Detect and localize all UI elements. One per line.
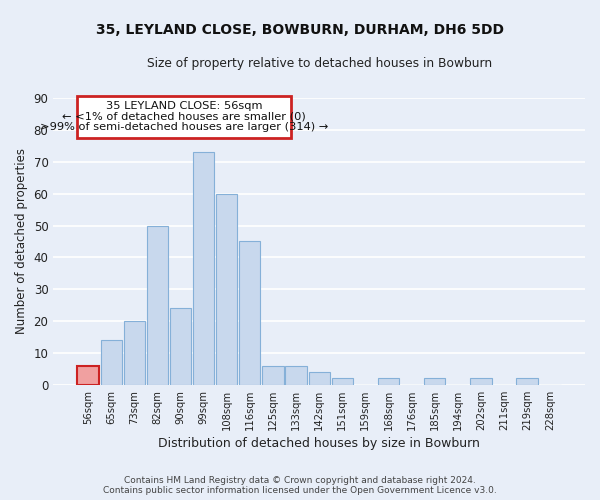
Bar: [378, 378, 399, 385]
FancyBboxPatch shape: [77, 96, 292, 138]
Text: 35 LEYLAND CLOSE: 56sqm: 35 LEYLAND CLOSE: 56sqm: [106, 100, 262, 110]
Bar: [239, 242, 260, 385]
Bar: [286, 366, 307, 385]
Bar: [124, 321, 145, 385]
Bar: [308, 372, 330, 385]
Bar: [77, 366, 99, 385]
Text: >99% of semi-detached houses are larger (314) →: >99% of semi-detached houses are larger …: [40, 122, 328, 132]
Text: Contains HM Land Registry data © Crown copyright and database right 2024.: Contains HM Land Registry data © Crown c…: [124, 476, 476, 485]
Bar: [216, 194, 238, 385]
Y-axis label: Number of detached properties: Number of detached properties: [15, 148, 28, 334]
Text: Contains public sector information licensed under the Open Government Licence v3: Contains public sector information licen…: [103, 486, 497, 495]
Bar: [262, 366, 284, 385]
Text: ← <1% of detached houses are smaller (0): ← <1% of detached houses are smaller (0): [62, 112, 306, 122]
Bar: [424, 378, 445, 385]
Bar: [147, 226, 168, 385]
Bar: [470, 378, 491, 385]
X-axis label: Distribution of detached houses by size in Bowburn: Distribution of detached houses by size …: [158, 437, 480, 450]
Title: Size of property relative to detached houses in Bowburn: Size of property relative to detached ho…: [146, 58, 492, 70]
Bar: [170, 308, 191, 385]
Text: 35, LEYLAND CLOSE, BOWBURN, DURHAM, DH6 5DD: 35, LEYLAND CLOSE, BOWBURN, DURHAM, DH6 …: [96, 22, 504, 36]
Bar: [101, 340, 122, 385]
Bar: [517, 378, 538, 385]
Bar: [193, 152, 214, 385]
Bar: [332, 378, 353, 385]
